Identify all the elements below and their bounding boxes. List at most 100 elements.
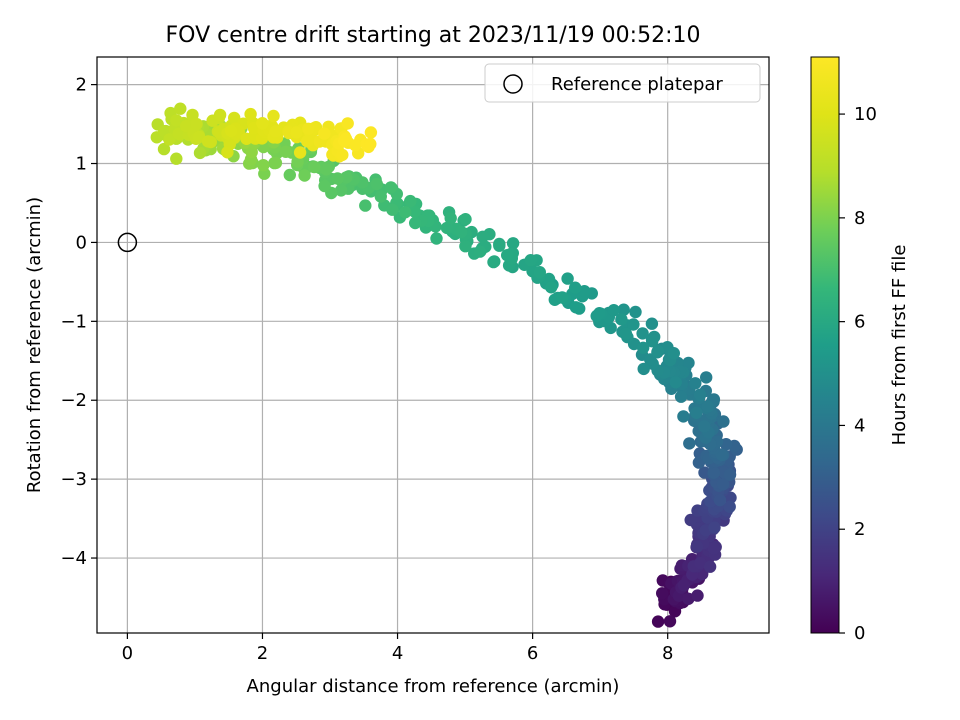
- x-axis-ticks: 0 2 4 6 8: [122, 633, 673, 664]
- scatter-point: [455, 225, 468, 239]
- y-tick-label: 1: [76, 154, 87, 175]
- scatter-point: [707, 466, 720, 479]
- scatter-point: [656, 587, 669, 600]
- scatter-point: [717, 415, 730, 428]
- x-tick-label: 2: [257, 643, 268, 664]
- scatter-point: [682, 356, 695, 370]
- scatter-point: [691, 589, 704, 602]
- scatter-point: [318, 127, 331, 140]
- scatter-point: [459, 240, 472, 253]
- scatter-point: [279, 145, 292, 158]
- chart-title: FOV centre drift starting at 2023/11/19 …: [166, 23, 701, 48]
- scatter-point: [256, 117, 269, 130]
- scatter-point: [331, 172, 344, 185]
- y-axis-ticks: 2 1 0 −1 −2 −3 −4: [60, 75, 97, 569]
- scatter-point: [444, 212, 457, 225]
- scatter-point: [677, 579, 691, 592]
- colorbar-tick-label: 8: [854, 208, 865, 229]
- scatter-point: [707, 542, 720, 555]
- scatter-point: [617, 303, 630, 316]
- scatter-point: [341, 117, 354, 130]
- scatter-point: [364, 137, 377, 151]
- scatter-point: [245, 145, 258, 159]
- scatter-point: [213, 108, 227, 122]
- colorbar-label: Hours from first FF file: [889, 245, 910, 446]
- y-tick-label: −4: [60, 548, 87, 569]
- scatter-point: [473, 245, 487, 258]
- scatter-point: [693, 388, 707, 401]
- scatter-point: [374, 190, 387, 203]
- scatter-point: [339, 132, 353, 145]
- scatter-point: [593, 307, 606, 320]
- scatter-point: [244, 107, 257, 121]
- scatter-point: [336, 148, 349, 162]
- scatter-point: [723, 500, 736, 513]
- colorbar-tick-label: 0: [854, 623, 865, 644]
- scatter-point: [723, 468, 737, 481]
- legend: Reference platepar: [484, 63, 761, 103]
- scatter-point: [269, 156, 283, 170]
- scatter-point: [629, 305, 642, 319]
- scatter-point: [690, 540, 704, 553]
- colorbar-tick-label: 10: [854, 104, 877, 125]
- scatter-point: [228, 111, 241, 125]
- y-tick-label: −2: [60, 390, 87, 411]
- scatter-point: [501, 249, 514, 262]
- scatter-point: [703, 560, 717, 573]
- scatter-point: [290, 126, 303, 139]
- scatter-point: [569, 301, 583, 314]
- scatter-point: [170, 152, 183, 165]
- scatter-point: [651, 344, 665, 358]
- scatter-point: [364, 126, 378, 139]
- scatter-point: [430, 232, 443, 245]
- scatter-point: [404, 194, 417, 208]
- scatter-point: [267, 109, 280, 123]
- x-tick-label: 6: [527, 643, 538, 664]
- scatter-point: [701, 400, 714, 413]
- scatter-point: [386, 203, 399, 216]
- scatter-point: [667, 347, 680, 360]
- scatter-point: [545, 281, 558, 294]
- legend-entry-label: Reference platepar: [551, 74, 723, 95]
- scatter-point: [674, 390, 688, 403]
- scatter-point: [334, 184, 348, 197]
- scatter-point: [308, 160, 321, 174]
- scatter-point: [716, 478, 730, 491]
- scatter-point: [399, 206, 412, 219]
- colorbar-tick-label: 4: [854, 415, 865, 436]
- colorbar-tick-label: 2: [854, 519, 865, 540]
- scatter-point: [607, 304, 620, 317]
- scatter-point: [524, 254, 537, 267]
- scatter-point: [384, 181, 398, 194]
- grid-lines: [97, 57, 769, 633]
- scatter-point: [708, 521, 721, 534]
- scatter-point: [409, 216, 422, 230]
- scatter-point: [689, 377, 702, 390]
- scatter-point: [506, 237, 520, 250]
- scatter-point: [370, 177, 383, 191]
- scatter-point: [627, 318, 640, 331]
- scatter-point: [698, 420, 711, 433]
- scatter-point: [637, 362, 650, 376]
- scatter-point: [157, 142, 171, 156]
- scatter-point: [690, 406, 703, 419]
- colorbar-tick-label: 6: [854, 312, 865, 333]
- x-tick-label: 0: [122, 643, 133, 664]
- scatter-point: [488, 255, 501, 268]
- scatter-point: [533, 266, 546, 279]
- scatter-point: [257, 159, 270, 172]
- scatter-point: [476, 230, 489, 243]
- scatter-point: [283, 168, 296, 182]
- scatter-point: [645, 317, 659, 330]
- legend-box: [484, 63, 761, 103]
- scatter-point: [320, 163, 333, 176]
- scatter-point: [163, 133, 176, 146]
- scatter-point: [663, 615, 677, 628]
- scatter-point: [694, 556, 707, 570]
- y-axis-label: Rotation from reference (arcmin): [24, 197, 45, 493]
- scatter-point: [556, 291, 569, 304]
- colorbar: [810, 56, 840, 634]
- scatter-point: [677, 410, 690, 423]
- reference-platepar-marker: [117, 232, 138, 253]
- scatter-point: [700, 371, 713, 384]
